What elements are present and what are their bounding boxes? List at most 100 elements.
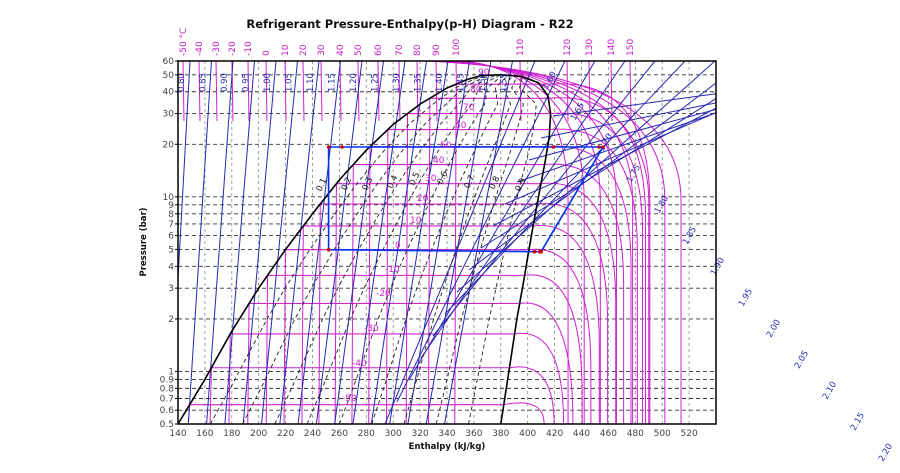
- isotherm-liquid: [368, 146, 371, 424]
- isentrope-label: 1.55: [500, 73, 510, 92]
- isotherm-top: [398, 61, 401, 122]
- isentrope-label: 1.60: [541, 70, 559, 91]
- isotherm-inside-label: 50: [440, 141, 452, 151]
- x-tick-label: 480: [627, 429, 644, 439]
- isotherm-inside-label: 30: [425, 174, 437, 184]
- isentrope-label: 1.20: [349, 73, 359, 92]
- isotherm-lines: [182, 61, 682, 424]
- isentrope-label: 0.90: [220, 73, 230, 92]
- cycle-point-marker: [326, 145, 331, 149]
- x-tick-label: 440: [573, 429, 590, 439]
- quality-label: 0.7: [463, 174, 478, 190]
- isentrope-line: [334, 61, 384, 424]
- isotherm-top-label: -30: [212, 41, 222, 56]
- isotherm-vapor: [533, 225, 600, 424]
- isentrope-line: [528, 108, 716, 161]
- isentrope-label: 2.15: [849, 411, 867, 432]
- isentrope-line: [540, 102, 716, 139]
- isentrope-label: 0.80: [177, 73, 187, 92]
- isentrope-line: [224, 61, 255, 424]
- isentrope-line: [297, 61, 341, 424]
- isentrope-line: [516, 112, 716, 183]
- y-tick-label: 5: [168, 245, 174, 255]
- isentrope-label: 0.85: [199, 73, 209, 92]
- isotherm-liquid: [334, 183, 337, 424]
- quality-line: [371, 75, 510, 424]
- isentrope-label: 2.00: [765, 318, 783, 339]
- isotherm-top-label: 80: [413, 44, 423, 56]
- isotherm-liquid: [209, 367, 212, 424]
- y-tick-label: 0.7: [160, 394, 174, 404]
- isentrope-line: [370, 61, 427, 424]
- isentrope-line: [384, 61, 536, 424]
- y-tick-label: 60: [163, 57, 175, 67]
- cycle-point-marker: [532, 249, 537, 254]
- isotherm-vapor: [514, 332, 565, 424]
- isentrope-label: 1.25: [371, 73, 381, 92]
- cycle-point-marker: [539, 249, 543, 254]
- x-tick-label: 380: [492, 429, 509, 439]
- isentrope-line: [206, 61, 234, 424]
- isentrope-label: 1.95: [737, 287, 755, 308]
- y-tick-label: 2: [168, 315, 174, 325]
- y-tick-label: 10: [163, 193, 175, 203]
- saturation-dome-curve: [178, 74, 552, 424]
- isentrope-label: 1.05: [285, 73, 295, 92]
- x-tick-label: 420: [546, 429, 563, 439]
- isotherm-top-label: 110: [516, 39, 526, 56]
- isotherm-inside-label: 20: [417, 194, 429, 204]
- x-tick-label: 300: [385, 429, 402, 439]
- y-tick-label: 40: [163, 88, 175, 98]
- y-tick-label: 4: [168, 262, 174, 272]
- isotherm-top-label: 50: [354, 44, 364, 56]
- x-tick-label: 280: [358, 429, 375, 439]
- quality-line: [306, 75, 500, 424]
- isotherm-inside-label: -20: [376, 289, 391, 299]
- isotherm-top: [302, 61, 305, 122]
- quality-lines: [209, 75, 537, 424]
- isotherm-top: [284, 61, 287, 122]
- isotherm-top: [610, 61, 613, 122]
- isotherm-inside-label: 10: [410, 216, 422, 226]
- quality-line: [209, 75, 486, 424]
- y-tick-label: 30: [163, 110, 175, 120]
- isotherm-inside-label: -30: [364, 324, 379, 334]
- y-tick-label: 9: [168, 201, 174, 211]
- isotherm-top-label: 10: [281, 44, 291, 56]
- isotherm-inside-label: 90: [478, 68, 490, 78]
- isotherm-liquid: [265, 275, 269, 424]
- x-axis-label: Enthalpy (kJ/kg): [409, 442, 486, 452]
- y-tick-label: 20: [163, 140, 175, 150]
- isotherm-inside-label: 40: [433, 156, 445, 166]
- isotherm-liquid: [405, 113, 409, 424]
- y-tick-label: 3: [168, 284, 174, 294]
- quality-label: 0.8: [488, 175, 503, 191]
- isentrope-label: 1.10: [306, 73, 316, 92]
- isentrope-line: [178, 61, 191, 288]
- isotherm-top-label: 140: [607, 39, 617, 56]
- isotherm-inside-label: 60: [455, 121, 467, 131]
- isotherm-top: [320, 61, 323, 122]
- isotherm-top-label: -10: [244, 41, 254, 56]
- x-tick-label: 240: [304, 429, 321, 439]
- isotherm-top-label: 40: [336, 44, 346, 56]
- x-tick-label: 200: [250, 429, 267, 439]
- isentrope-label: 2.20: [877, 442, 895, 463]
- isotherm-top-label: 30: [317, 44, 327, 56]
- cycle-point-marker: [551, 145, 556, 149]
- x-tick-label: 360: [465, 429, 482, 439]
- isentrope-label: 1.30: [392, 73, 402, 92]
- isentrope-line: [504, 112, 716, 205]
- isotherm-liquid: [283, 249, 286, 424]
- isentrope-line: [552, 93, 716, 117]
- quality-label: 0.1: [315, 177, 330, 193]
- isotherm-vapor: [503, 402, 545, 424]
- isotherm-vapor: [547, 145, 632, 424]
- quality-line: [468, 75, 537, 424]
- cycle-point-marker: [340, 145, 344, 149]
- cycle-point-marker: [326, 247, 331, 252]
- isotherm-vapor: [540, 182, 617, 424]
- isotherm-liquid: [386, 129, 389, 424]
- isotherm-vapor: [550, 112, 644, 424]
